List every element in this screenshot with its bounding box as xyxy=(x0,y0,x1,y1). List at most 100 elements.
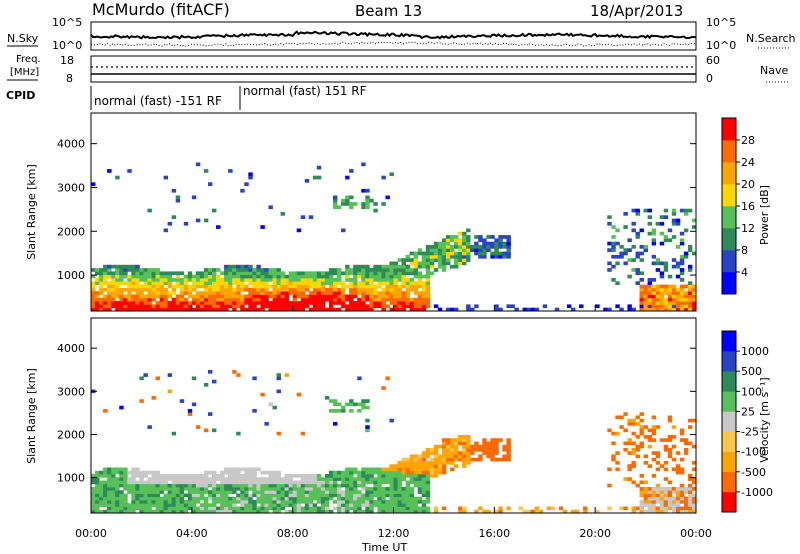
velocity-cell xyxy=(345,483,350,488)
velocity-cell xyxy=(179,500,185,504)
velocity-cell xyxy=(268,480,273,485)
power-cell xyxy=(349,205,354,210)
velocity-cell xyxy=(163,477,169,481)
velocity-cell xyxy=(195,500,201,504)
velocity-cell xyxy=(389,418,394,423)
power-cell xyxy=(639,271,644,276)
velocity-cell xyxy=(224,493,229,498)
velocity-cell xyxy=(252,470,257,475)
velocity-cell xyxy=(203,500,209,504)
velocity-cell xyxy=(167,477,173,481)
power-cell xyxy=(328,284,334,289)
velocity-cell xyxy=(276,490,281,494)
velocity-cell xyxy=(333,474,338,478)
velocity-cell xyxy=(361,480,366,485)
velocity-cell xyxy=(389,490,394,494)
velocity-cell xyxy=(171,487,177,491)
velocity-cell xyxy=(647,444,653,449)
power-cell xyxy=(147,304,152,309)
power-cell xyxy=(220,304,225,309)
velocity-cell xyxy=(147,483,152,488)
power-cell xyxy=(506,248,511,252)
power-cell xyxy=(292,284,298,289)
power-cell xyxy=(663,287,669,292)
power-cell xyxy=(99,301,104,305)
power-cell xyxy=(369,297,374,302)
power-cell xyxy=(300,301,306,305)
velocity-cell xyxy=(147,470,152,475)
power-cell xyxy=(441,245,447,249)
y-tick-label: 3000 xyxy=(57,181,85,194)
velocity-cell xyxy=(349,467,354,472)
velocity-cell xyxy=(494,444,499,449)
velocity-cell xyxy=(486,441,491,446)
x-tick-label: 00:00 xyxy=(680,527,712,540)
velocity-cell xyxy=(119,477,124,481)
velocity-cell xyxy=(441,461,447,465)
velocity-cell xyxy=(320,506,326,511)
y-tick-label: 4000 xyxy=(57,342,85,355)
velocity-cell xyxy=(381,496,386,501)
power-cell xyxy=(159,287,164,292)
power-cell xyxy=(393,304,398,309)
power-cell xyxy=(482,238,487,243)
power-cell xyxy=(341,304,346,309)
power-cell xyxy=(397,284,402,289)
velocity-cell xyxy=(341,509,346,514)
power-cell xyxy=(328,291,334,295)
power-cell xyxy=(401,297,406,302)
cpid-segment-1: normal (fast) -151 RF xyxy=(94,94,222,108)
velocity-cell xyxy=(248,503,253,507)
power-cell xyxy=(175,301,181,305)
velocity-cell xyxy=(341,474,346,478)
velocity-cell xyxy=(389,470,394,475)
velocity-cell xyxy=(421,480,427,485)
velocity-cell xyxy=(425,496,431,501)
velocity-cell xyxy=(466,451,471,455)
velocity-cell xyxy=(639,493,644,498)
velocity-cell xyxy=(151,477,156,481)
power-cell xyxy=(135,301,140,305)
velocity-cell xyxy=(631,431,636,436)
power-cell xyxy=(171,307,177,312)
velocity-cell xyxy=(199,480,205,485)
velocity-cell xyxy=(333,470,338,475)
velocity-cell xyxy=(220,483,225,488)
power-cell xyxy=(252,281,257,285)
velocity-cell xyxy=(639,480,644,485)
power-cell xyxy=(155,291,160,295)
power-cell xyxy=(671,291,677,295)
power-cell xyxy=(207,304,213,309)
power-cell xyxy=(643,245,648,249)
power-cell xyxy=(639,278,644,282)
power-cell xyxy=(687,248,693,252)
power-cell xyxy=(679,297,685,302)
power-cell xyxy=(631,208,636,213)
power-cell xyxy=(300,307,306,312)
power-cell xyxy=(373,304,378,309)
power-cell xyxy=(425,284,431,289)
velocity-cell xyxy=(115,496,120,501)
power-cell xyxy=(203,218,209,223)
velocity-cell xyxy=(421,470,427,475)
velocity-cell xyxy=(349,402,354,407)
power-cell xyxy=(615,281,620,285)
power-cell xyxy=(345,268,350,272)
velocity-cell xyxy=(679,467,685,472)
power-cell xyxy=(333,307,338,312)
velocity-cell xyxy=(312,503,318,507)
power-cell xyxy=(369,281,374,285)
power-cell xyxy=(494,304,499,309)
power-cell xyxy=(445,245,451,249)
power-cell xyxy=(381,274,386,279)
velocity-cell xyxy=(308,480,314,485)
power-cell xyxy=(155,287,160,292)
power-cell xyxy=(284,301,290,305)
velocity-cell xyxy=(429,470,435,475)
velocity-cell xyxy=(333,483,338,488)
power-cell xyxy=(236,297,241,302)
velocity-cell xyxy=(647,428,653,433)
power-cell xyxy=(99,304,104,309)
power-cell xyxy=(397,297,402,302)
